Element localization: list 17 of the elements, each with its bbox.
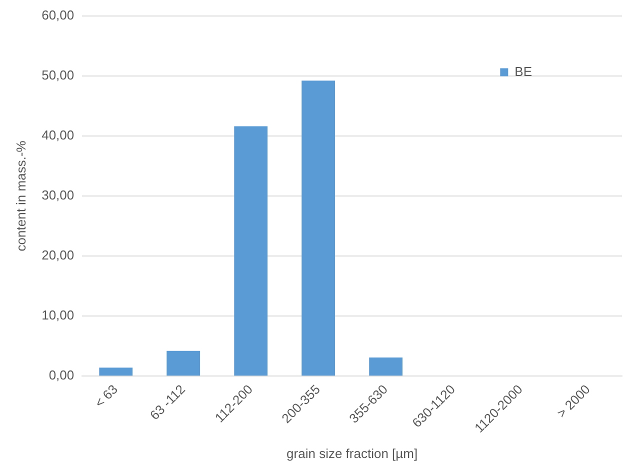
x-tick-label: < 63 (92, 382, 121, 410)
y-tick-label: 40,00 (42, 127, 74, 142)
y-tick-label: 50,00 (42, 67, 74, 82)
y-tick-label: 10,00 (42, 308, 74, 323)
y-tick-label: 20,00 (42, 248, 74, 263)
bar (369, 357, 403, 376)
y-tick-label: 60,00 (42, 7, 74, 22)
y-tick-label: 0,00 (48, 368, 74, 383)
bar (234, 126, 268, 376)
bar (302, 80, 336, 376)
bar (99, 368, 133, 376)
x-axis-title: grain size fraction [µm] (286, 446, 418, 461)
y-tick-label: 30,00 (42, 188, 74, 203)
bar (166, 350, 200, 376)
y-axis-title: content in mass.-% (13, 140, 28, 252)
x-tick-label: 63 -112 (146, 382, 188, 423)
legend-label: BE (514, 64, 532, 79)
